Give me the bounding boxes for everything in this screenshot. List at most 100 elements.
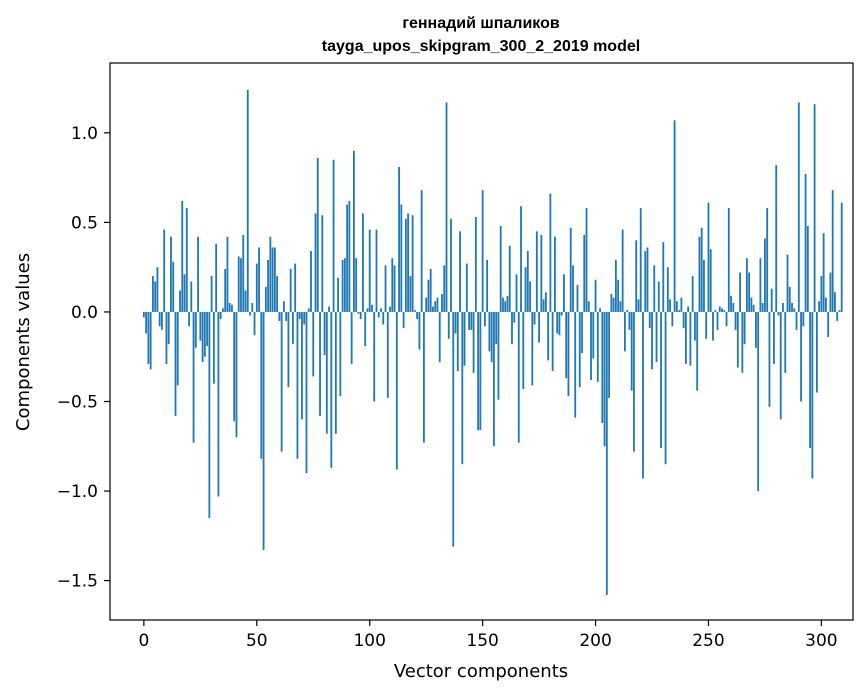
bar — [215, 243, 218, 312]
bar — [161, 311, 163, 330]
bar — [355, 258, 358, 312]
bar — [642, 311, 644, 479]
bar — [834, 292, 836, 312]
plot-frame — [109, 62, 854, 621]
bar — [567, 311, 570, 397]
bar — [707, 202, 710, 312]
bar — [183, 274, 186, 312]
bar — [158, 311, 161, 327]
bar — [628, 311, 631, 330]
bar — [529, 281, 531, 312]
bar — [251, 302, 254, 312]
bar — [657, 281, 660, 312]
bar — [644, 251, 647, 312]
bar — [502, 297, 504, 312]
bar — [734, 311, 737, 330]
bar — [587, 301, 590, 312]
x-axis-ticks: 0 50 100 150 200 250 300 — [138, 620, 838, 651]
bar — [391, 258, 394, 312]
bar — [413, 310, 416, 312]
bar — [524, 267, 527, 312]
bar — [267, 260, 269, 312]
bar — [244, 290, 247, 312]
bar — [486, 260, 489, 312]
bar — [375, 229, 378, 312]
bar — [468, 311, 470, 330]
bar — [305, 311, 308, 474]
bar — [705, 311, 708, 339]
bar — [829, 272, 832, 312]
bar — [325, 311, 328, 434]
bar — [260, 311, 263, 459]
bar — [750, 297, 753, 312]
bar — [429, 268, 432, 312]
bar — [497, 311, 500, 400]
x-axis-label: Vector components — [394, 661, 568, 682]
bar — [526, 251, 529, 312]
bar — [233, 311, 236, 422]
bar — [192, 311, 195, 443]
bar — [682, 311, 685, 329]
bar — [364, 311, 367, 346]
bar — [651, 311, 653, 370]
bar — [400, 204, 403, 312]
bar — [709, 249, 712, 312]
y-tick-label: 0.0 — [71, 303, 98, 323]
bar — [483, 311, 486, 327]
bar — [599, 308, 601, 312]
bar — [474, 217, 477, 312]
bar — [350, 311, 353, 364]
chart-title-line2: tayga_upos_skipgram_300_2_2019 model — [322, 38, 640, 55]
bar — [357, 311, 360, 314]
bar — [398, 166, 400, 312]
bar — [680, 297, 683, 312]
bar — [827, 311, 830, 338]
bar — [312, 311, 315, 377]
bar — [596, 311, 599, 382]
bar — [377, 311, 380, 318]
bar — [689, 311, 692, 366]
bar — [813, 104, 816, 312]
bar — [434, 301, 437, 312]
bar — [481, 190, 484, 312]
bar — [585, 208, 588, 312]
bar — [407, 213, 410, 312]
bar — [601, 311, 604, 423]
y-tick-label: 1.0 — [71, 124, 98, 144]
bar — [154, 281, 157, 312]
bar — [294, 263, 297, 312]
bar — [608, 311, 611, 398]
bar — [292, 311, 294, 345]
bar — [163, 229, 166, 312]
bar — [337, 277, 339, 312]
bar — [199, 311, 202, 341]
bar — [804, 174, 807, 312]
bar — [495, 311, 498, 345]
bar — [723, 310, 726, 312]
bar — [800, 311, 802, 402]
bar — [352, 150, 355, 312]
bar — [206, 311, 209, 346]
bar — [380, 308, 382, 312]
bar — [456, 311, 459, 372]
bar — [386, 311, 389, 398]
bar — [226, 236, 229, 312]
bar — [321, 215, 324, 312]
bar — [822, 233, 825, 312]
bar — [319, 311, 321, 416]
bar — [666, 267, 669, 312]
bar — [470, 311, 473, 330]
bar — [172, 261, 175, 312]
bar — [242, 234, 245, 312]
bar — [549, 193, 552, 312]
x-tick-label: 0 — [138, 631, 149, 651]
bar — [276, 276, 279, 312]
bar — [736, 311, 739, 368]
bar — [646, 247, 649, 312]
bar — [687, 306, 690, 312]
bar — [316, 157, 319, 312]
bar — [802, 311, 805, 327]
bar — [463, 311, 466, 366]
bar — [743, 311, 746, 345]
